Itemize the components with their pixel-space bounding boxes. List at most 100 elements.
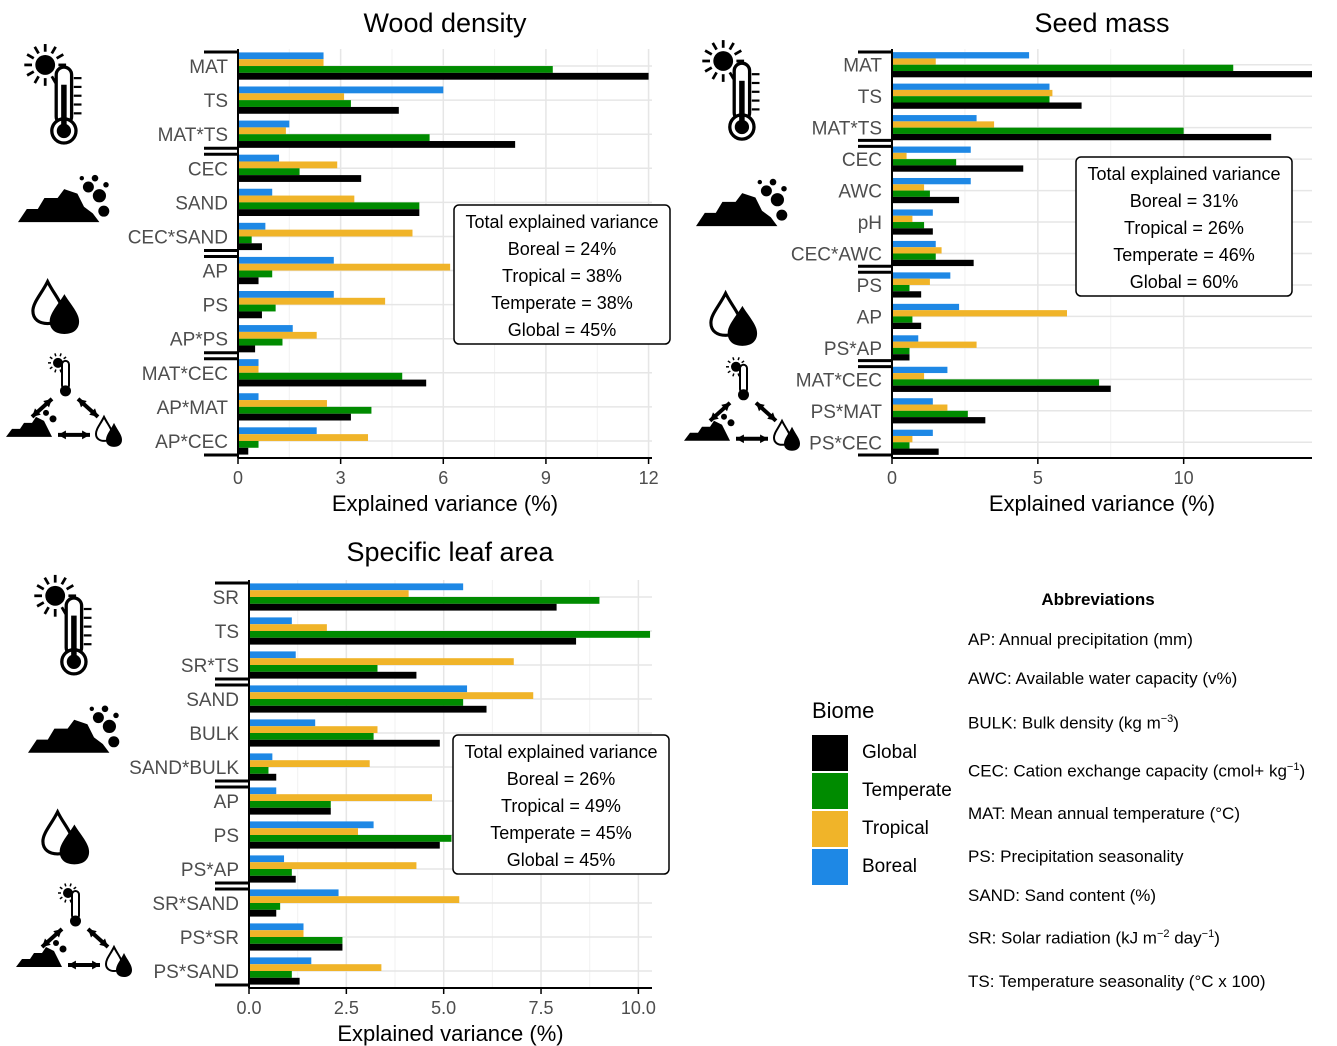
bar-global-sand-x-bulk: [249, 773, 277, 781]
chart-panel-specific-leaf-area: Specific leaf area SR TS SR*TS SAND BULK SAND*…: [16, 537, 670, 1046]
bar-global-ap: [238, 277, 259, 285]
interaction-triangle-icon: [684, 357, 800, 451]
abbrev-sr-after: ): [1214, 928, 1220, 948]
bar-tropical-ps-x-mat: [892, 404, 948, 411]
bar-tropical-ps-x-ap: [892, 341, 977, 348]
bar-temperate-ap-x-cec: [238, 440, 259, 448]
soil-icon: [696, 178, 788, 227]
bar-global-sand: [249, 705, 487, 713]
bar-temperate-sand: [249, 699, 464, 706]
variance-box-title: Total explained variance: [465, 212, 658, 232]
variance-box-line: Tropical = 38%: [502, 266, 622, 286]
bar-boreal-sand-x-bulk: [249, 753, 273, 761]
bar-temperate-sr-x-ts: [249, 665, 378, 672]
bar-boreal-ps-x-ap: [249, 855, 285, 863]
abbrev-bulk-after: ): [1173, 713, 1179, 733]
legend-item-temperate: Temperate: [812, 772, 962, 810]
bar-temperate-ts: [238, 100, 351, 107]
bar-tropical-sr: [249, 590, 409, 597]
category-label-mat-x-cec: MAT*CEC: [142, 364, 228, 385]
soil-icon: [18, 174, 110, 223]
category-label-awc: AWC: [838, 182, 882, 203]
bar-global-mat-x-cec: [238, 379, 427, 387]
abbrev-bulk-sup: −3: [1160, 713, 1174, 725]
bar-tropical-mat-x-ts: [892, 121, 995, 128]
bar-global-ap: [249, 807, 331, 815]
bar-boreal-mat-x-cec: [892, 366, 948, 374]
abbrev-sr-mid: day: [1169, 928, 1202, 948]
legend-swatch-boreal: [812, 849, 848, 885]
category-label-sand: SAND: [175, 193, 228, 214]
bar-global-awc: [892, 196, 960, 204]
bar-boreal-ps-x-cec: [892, 429, 933, 436]
abbrev-ps-text: PS: Precipitation seasonality: [968, 847, 1184, 866]
bar-global-cec: [238, 175, 362, 182]
bar-temperate-ap: [249, 801, 331, 808]
category-label-ph: pH: [858, 213, 882, 234]
bar-temperate-ph: [892, 222, 925, 229]
bar-tropical-ps: [249, 828, 359, 835]
bar-boreal-sr-x-ts: [249, 651, 296, 659]
bar-temperate-ap: [238, 270, 273, 278]
category-label-ps-x-ap: PS*AP: [824, 339, 882, 360]
bar-global-sr: [249, 603, 557, 611]
bar-tropical-cec-x-awc: [892, 247, 942, 254]
bar-boreal-ts: [238, 86, 444, 94]
bar-boreal-sand: [238, 188, 273, 196]
bar-temperate-bulk: [249, 733, 374, 740]
category-label-sr-x-sand: SR*SAND: [152, 894, 239, 915]
bar-temperate-ps-x-ap: [892, 347, 910, 355]
category-label-ps: PS: [214, 826, 239, 847]
bar-temperate-mat-x-cec: [892, 379, 1100, 386]
bar-boreal-ap-x-ps: [238, 325, 293, 332]
bar-boreal-ps: [249, 821, 374, 829]
bar-temperate-mat-x-ts: [238, 134, 430, 142]
bar-temperate-sr-x-sand: [249, 903, 281, 910]
x-axis-title: Explained variance (%): [332, 491, 558, 516]
bar-temperate-mat: [238, 66, 553, 73]
legend-item-tropical: Tropical: [812, 810, 962, 848]
legend-label-temperate: Temperate: [862, 780, 952, 801]
bar-boreal-ps: [238, 290, 334, 298]
bar-boreal-cec: [892, 146, 971, 153]
bar-global-ph: [892, 228, 933, 235]
abbrev-sr-text: SR: Solar radiation (kJ m: [968, 928, 1157, 948]
abbrev-sr-sup1: −2: [1156, 928, 1170, 940]
bar-boreal-ap: [892, 303, 960, 311]
sun-thermometer-icon: [34, 574, 92, 676]
x-tick-label: 3: [336, 468, 346, 488]
bar-tropical-ap: [238, 263, 451, 271]
abbrev-cec-after: ): [1299, 761, 1306, 781]
bar-tropical-sr-x-ts: [249, 658, 514, 665]
bar-tropical-sr-x-sand: [249, 896, 460, 903]
bar-temperate-cec: [892, 159, 957, 166]
abbrev-ps: PS: Precipitation seasonality: [968, 847, 1183, 867]
x-tick-label: 2.5: [334, 998, 359, 1018]
legend-label-tropical: Tropical: [862, 818, 929, 839]
bar-global-ts: [249, 637, 577, 645]
category-label-sr: SR: [213, 588, 239, 609]
abbrev-sand: SAND: Sand content (%): [968, 886, 1156, 906]
category-label-ap: AP: [214, 792, 239, 813]
bar-global-mat: [892, 71, 1312, 78]
category-label-mat-x-ts: MAT*TS: [812, 119, 882, 140]
variance-box-line: Global = 45%: [507, 850, 616, 870]
bar-temperate-mat-x-ts: [892, 127, 1184, 134]
bar-boreal-bulk: [249, 719, 316, 727]
abbrev-bulk-text: BULK: Bulk density (kg m: [968, 713, 1161, 733]
bar-global-ps: [892, 291, 922, 298]
variance-box: [453, 204, 671, 345]
bar-tropical-ps: [892, 278, 930, 285]
x-tick-label: 5: [1033, 468, 1043, 488]
bar-global-cec-x-sand: [238, 243, 262, 251]
variance-box-line: Temperate = 46%: [1113, 245, 1255, 265]
variance-box-line: Temperate = 45%: [490, 823, 632, 843]
category-label-ap: AP: [857, 307, 882, 328]
interaction-triangle-icon: [16, 883, 132, 977]
legend-swatch-temperate: [812, 773, 848, 809]
abbrev-ap-text: AP: Annual precipitation (mm): [968, 630, 1193, 649]
interaction-triangle-icon: [6, 353, 122, 447]
legend-label-boreal: Boreal: [862, 856, 917, 877]
variance-box-line: Boreal = 31%: [1130, 191, 1239, 211]
abbrev-sr-sup2: −1: [1201, 928, 1215, 940]
